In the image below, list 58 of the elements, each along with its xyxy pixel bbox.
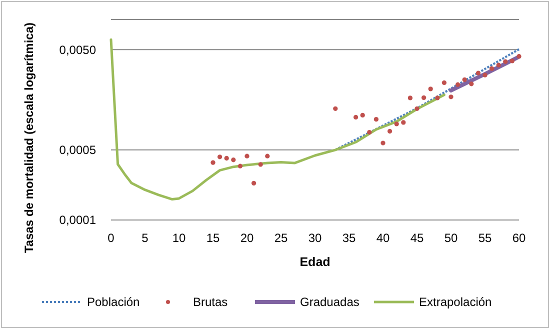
point	[394, 122, 399, 126]
x-tick-label: 55	[478, 231, 492, 245]
x-tick-label: 20	[240, 231, 254, 245]
point	[224, 156, 229, 161]
point	[265, 154, 270, 158]
point	[387, 128, 392, 134]
y-tick-label: 0,0005	[59, 143, 96, 158]
point	[258, 162, 263, 167]
point	[476, 70, 481, 76]
point	[482, 72, 488, 78]
legend-label: Brutas	[193, 295, 228, 310]
point	[244, 154, 250, 158]
legend-label: Graduadas	[300, 295, 360, 310]
point	[503, 59, 508, 64]
point	[238, 164, 243, 168]
x-tick-label: 60	[512, 231, 526, 245]
point	[435, 96, 440, 100]
point	[367, 130, 372, 135]
point	[469, 82, 474, 86]
point	[380, 140, 386, 146]
point	[360, 112, 365, 118]
x-tick-label: 50	[444, 231, 458, 245]
x-tick-label: 40	[376, 231, 390, 245]
point	[510, 58, 515, 64]
y-axis-title: Tasas de mortalidad (escala logarítmica)	[22, 22, 36, 254]
point	[462, 77, 467, 82]
x-tick-label: 45	[410, 231, 424, 245]
legend-label: Población	[87, 295, 140, 310]
x-axis-title: Edad	[300, 255, 330, 269]
point	[414, 106, 420, 111]
y-tick-label: 0,0001	[59, 213, 96, 228]
point	[421, 95, 426, 100]
x-tick-label: 0	[108, 231, 115, 245]
x-tick-label: 15	[206, 231, 220, 245]
line-series	[110, 38, 446, 201]
x-tick-label: 10	[172, 231, 186, 245]
point	[516, 54, 522, 59]
point	[333, 106, 338, 111]
point	[408, 96, 413, 100]
point	[251, 180, 256, 186]
x-tick-label: 30	[308, 231, 322, 245]
point	[401, 120, 406, 125]
point	[374, 116, 379, 122]
x-tick-label: 5	[142, 231, 149, 245]
y-tick-label: 0,0050	[59, 42, 96, 57]
point	[448, 94, 454, 100]
point	[217, 154, 222, 160]
point	[489, 66, 494, 71]
x-tick-label: 25	[274, 231, 288, 245]
point	[428, 86, 433, 92]
legend-label: Extrapolación	[419, 295, 492, 310]
point	[353, 114, 358, 120]
x-tick-label: 35	[342, 231, 356, 245]
point	[496, 62, 501, 68]
point	[442, 80, 447, 86]
point	[210, 160, 216, 165]
point	[231, 158, 236, 162]
point	[455, 82, 460, 87]
